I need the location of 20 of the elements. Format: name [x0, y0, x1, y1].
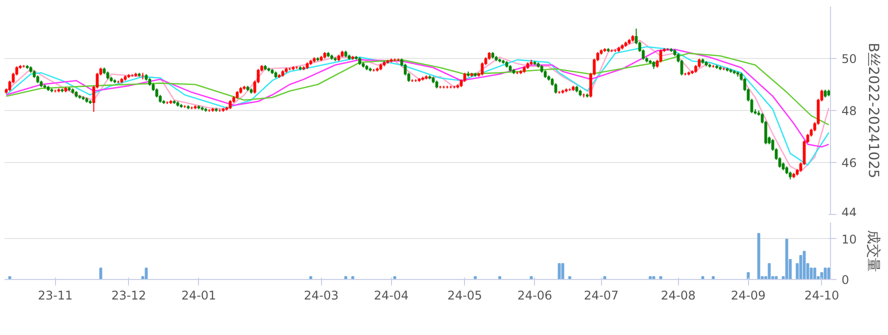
x-tick-label: 24-08: [660, 288, 696, 302]
x-tick-label: 24-10: [804, 288, 840, 302]
y-tick-label: 0: [842, 273, 850, 287]
x-tick-label: 24-04: [374, 288, 409, 302]
x-tick-label: 24-07: [584, 288, 619, 302]
x-tick-label: 23-11: [38, 288, 73, 302]
y-axis-title: 成交量: [864, 230, 881, 272]
x-tick-label: 24-06: [517, 288, 552, 302]
x-tick-label: 24-09: [730, 288, 766, 302]
line-series: [6, 52, 830, 126]
y-axis-title: B丝2022-20241025: [864, 42, 881, 178]
line-series: [6, 48, 830, 148]
y-tick-label: 48: [842, 104, 857, 118]
x-tick-label: 24-03: [304, 288, 339, 302]
y-tick-label: 50: [842, 52, 857, 66]
x-tick-label: 24-05: [447, 288, 482, 302]
x-tick-label: 23-12: [111, 288, 146, 302]
y-tick-label: 46: [842, 156, 857, 170]
x-tick-label: 24-01: [181, 288, 216, 302]
y-tick-label: 10: [842, 232, 857, 246]
